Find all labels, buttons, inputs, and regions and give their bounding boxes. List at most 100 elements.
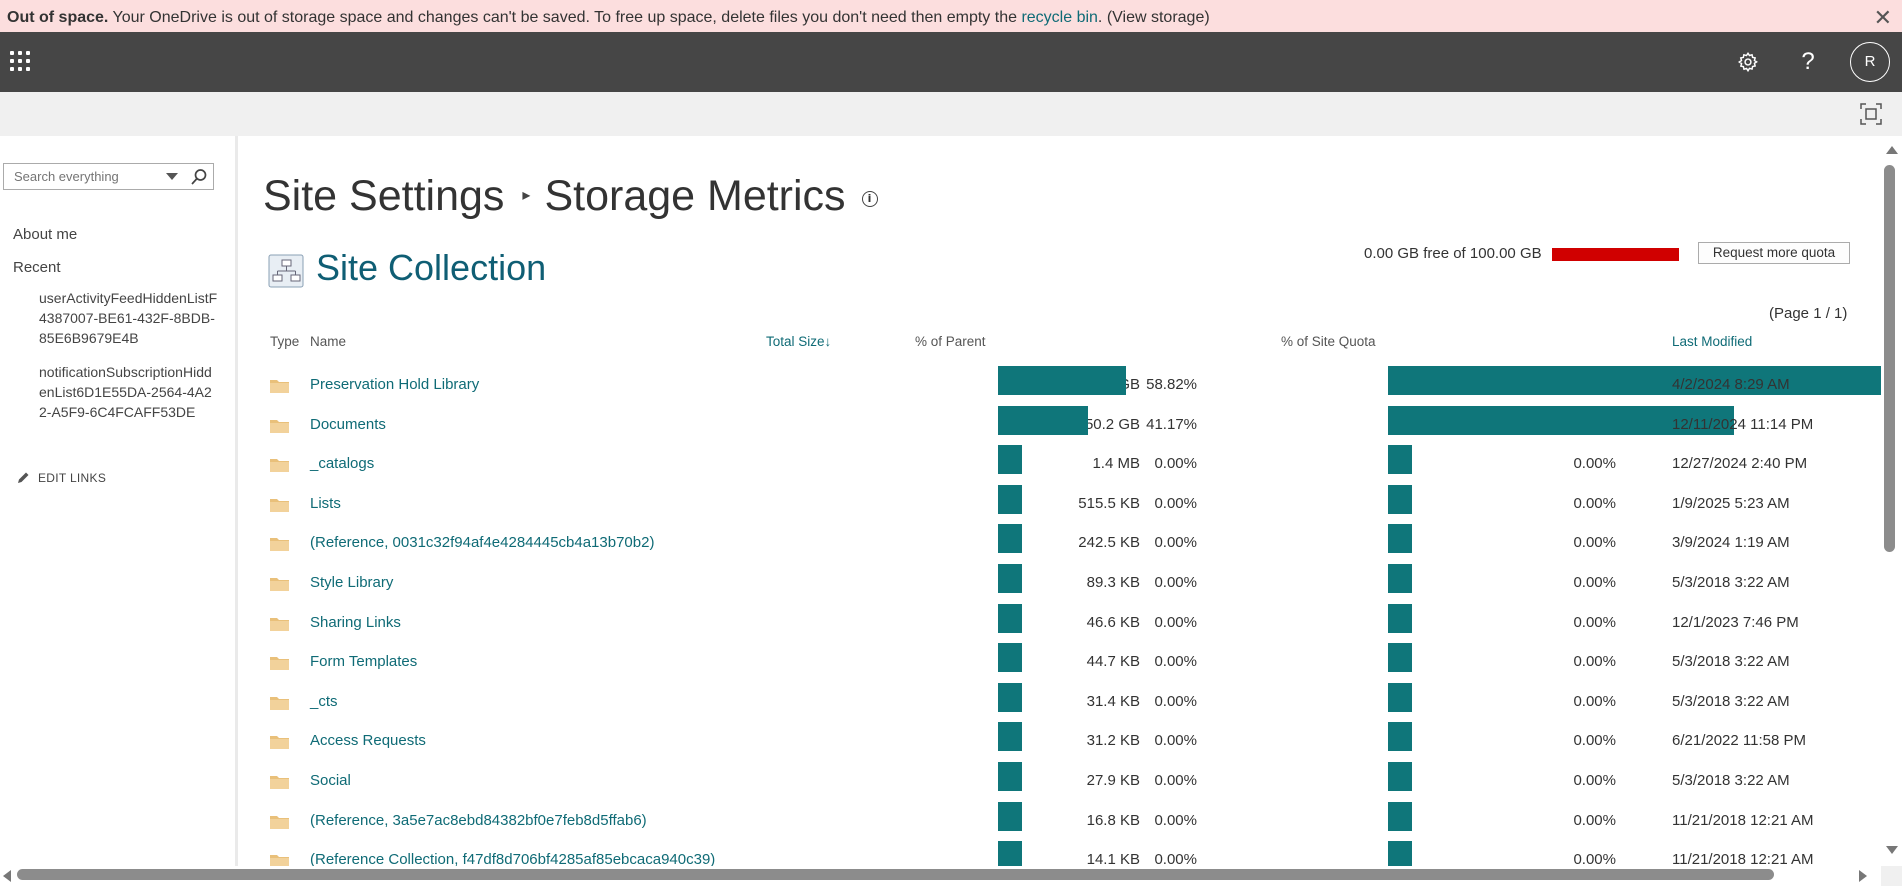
item-name-link[interactable]: _catalogs: [310, 455, 375, 473]
item-total-size: 150.2 GB: [1076, 415, 1140, 433]
scroll-right-icon[interactable]: [1859, 870, 1867, 882]
item-last-modified: 12/11/2024 11:14 PM: [1672, 415, 1814, 433]
nav-recent[interactable]: Recent: [13, 259, 61, 276]
nav-about-me[interactable]: About me: [13, 226, 78, 243]
column-header-type: Type: [270, 334, 300, 349]
table-row: Form Templates 44.7 KB 0.00% 0.00% 5/3/2018 …: [241, 643, 1881, 691]
scroll-up-icon[interactable]: [1886, 146, 1898, 154]
item-total-size: 14.1 KB: [1086, 851, 1140, 869]
table-row: _cts 31.4 KB 0.00% 0.00% 5/3/2018 3:22 AM: [241, 682, 1881, 731]
app-launcher-icon[interactable]: [10, 51, 32, 73]
quota-usage-bar: [1552, 248, 1679, 261]
item-pct-parent: 0.00%: [1154, 455, 1197, 473]
item-pct-quota: 0.00%: [1573, 811, 1616, 829]
recycle-bin-link[interactable]: recycle bin: [1021, 9, 1098, 26]
pct-parent-bar: [998, 524, 1022, 554]
item-last-modified: 5/3/2018 3:22 AM: [1672, 574, 1790, 591]
scroll-down-icon[interactable]: [1886, 846, 1898, 854]
user-avatar[interactable]: R: [1850, 42, 1890, 82]
item-total-size: 27.9 KB: [1086, 772, 1140, 789]
item-total-size: 16.8 KB: [1086, 811, 1140, 829]
item-last-modified: 5/3/2018 3:22 AM: [1672, 772, 1790, 789]
item-name-link[interactable]: (Reference Collection, f47df8d706bf4285a…: [310, 851, 716, 869]
breadcrumb-site-settings[interactable]: Site Settings: [263, 172, 505, 220]
column-header-pct-quota[interactable]: % of Site Quota: [1281, 334, 1376, 349]
pct-parent-bar: [998, 405, 1088, 435]
edit-links-button[interactable]: EDIT LINKS: [16, 471, 106, 485]
item-name-link[interactable]: Documents: [310, 415, 386, 433]
horizontal-scrollbar[interactable]: [0, 866, 1881, 886]
item-name-link[interactable]: _cts: [310, 692, 338, 710]
breadcrumb-separator-icon: ▸: [522, 187, 531, 204]
item-last-modified: 11/21/2018 12:21 AM: [1672, 851, 1814, 869]
nav-recent-item[interactable]: userActivityFeedHiddenListF4387007-BE61-…: [39, 290, 218, 346]
column-header-last-modified[interactable]: Last Modified: [1672, 334, 1753, 349]
left-navigation: About me Recent userActivityFeedHiddenLi…: [0, 136, 238, 872]
item-total-size: 31.4 KB: [1086, 692, 1140, 710]
pct-parent-bar: [998, 682, 1022, 712]
gear-icon[interactable]: [1732, 46, 1764, 78]
item-pct-parent: 0.00%: [1154, 692, 1197, 710]
folder-icon: [270, 617, 289, 631]
scroll-left-icon[interactable]: [3, 870, 11, 882]
item-name-link[interactable]: Access Requests: [310, 732, 426, 750]
vertical-scrollbar[interactable]: [1881, 136, 1902, 872]
site-collection-icon: [268, 254, 304, 288]
focus-mode-icon[interactable]: [1860, 103, 1882, 125]
item-name-link[interactable]: (Reference, 3a5e7ac8ebd84382bf0e7feb8d5f…: [310, 811, 647, 829]
column-header-name[interactable]: Name: [310, 334, 347, 349]
help-icon[interactable]: ?: [1801, 48, 1815, 75]
item-name-link[interactable]: Style Library: [310, 574, 394, 591]
search-scope-dropdown-icon[interactable]: [166, 173, 178, 180]
folder-icon: [270, 855, 289, 869]
view-storage-link[interactable]: (View storage): [1106, 9, 1210, 26]
table-row: Access Requests 31.2 KB 0.00% 0.00% 6/21/202…: [241, 722, 1881, 770]
item-total-size: 89.3 KB: [1086, 574, 1140, 591]
item-last-modified: 4/2/2024 8:29 AM: [1672, 376, 1790, 393]
breadcrumb: Site Settings ▸ Storage Metrics i: [263, 172, 878, 221]
item-total-size: 44.7 KB: [1086, 653, 1140, 671]
item-total-size: 31.2 KB: [1086, 732, 1140, 750]
item-name-link[interactable]: Form Templates: [310, 653, 418, 671]
column-header-pct-parent[interactable]: % of Parent: [915, 334, 986, 349]
vertical-scroll-thumb[interactable]: [1884, 165, 1895, 552]
item-name-link[interactable]: Social: [310, 772, 351, 789]
item-name-link[interactable]: Preservation Hold Library: [310, 376, 480, 393]
search-icon[interactable]: [190, 168, 208, 186]
item-pct-quota: 0.00%: [1573, 613, 1616, 631]
folder-icon: [270, 498, 289, 512]
item-last-modified: 6/21/2022 11:58 PM: [1672, 732, 1806, 750]
close-banner-button[interactable]: ✕: [1873, 5, 1892, 30]
item-pct-parent: 0.00%: [1154, 534, 1197, 552]
request-more-quota-button[interactable]: Request more quota: [1698, 242, 1850, 264]
pct-quota-bar: [1388, 682, 1412, 712]
item-pct-parent: 0.00%: [1154, 494, 1197, 512]
pct-parent-bar: [998, 445, 1022, 475]
item-last-modified: 12/27/2024 2:40 PM: [1672, 455, 1808, 473]
horizontal-scroll-thumb[interactable]: [17, 869, 1774, 880]
item-name-link[interactable]: Lists: [310, 494, 341, 512]
folder-icon: [270, 736, 289, 750]
item-total-size: 46.6 KB: [1086, 613, 1140, 631]
pct-parent-bar: [998, 603, 1022, 633]
column-header-total-size[interactable]: Total Size↓: [766, 334, 832, 349]
table-row: (Reference, 3a5e7ac8ebd84382bf0e7feb8d5f…: [241, 801, 1881, 850]
item-total-size: 242.5 KB: [1078, 534, 1140, 552]
item-pct-parent: 0.00%: [1154, 851, 1197, 869]
search-input[interactable]: [4, 164, 154, 189]
folder-icon: [270, 815, 289, 829]
nav-recent-item[interactable]: notificationSubscriptionHiddenList6D1E55…: [39, 364, 212, 420]
info-icon[interactable]: i: [861, 191, 878, 207]
banner-title: Out of space.: [7, 9, 109, 26]
item-last-modified: 5/3/2018 3:22 AM: [1672, 653, 1790, 671]
item-name-link[interactable]: (Reference, 0031c32f94af4e4284445cb4a13b…: [310, 534, 655, 552]
pct-parent-bar: [998, 484, 1022, 514]
pct-quota-bar: [1388, 722, 1412, 752]
pct-quota-bar: [1388, 484, 1412, 514]
item-pct-quota: 0.00%: [1573, 494, 1616, 512]
banner-message: Your OneDrive is out of storage space an…: [108, 9, 1022, 26]
item-pct-parent: 0.00%: [1154, 811, 1197, 829]
folder-icon: [270, 776, 289, 789]
item-name-link[interactable]: Sharing Links: [310, 613, 401, 631]
item-pct-quota: 0.00%: [1573, 732, 1616, 750]
